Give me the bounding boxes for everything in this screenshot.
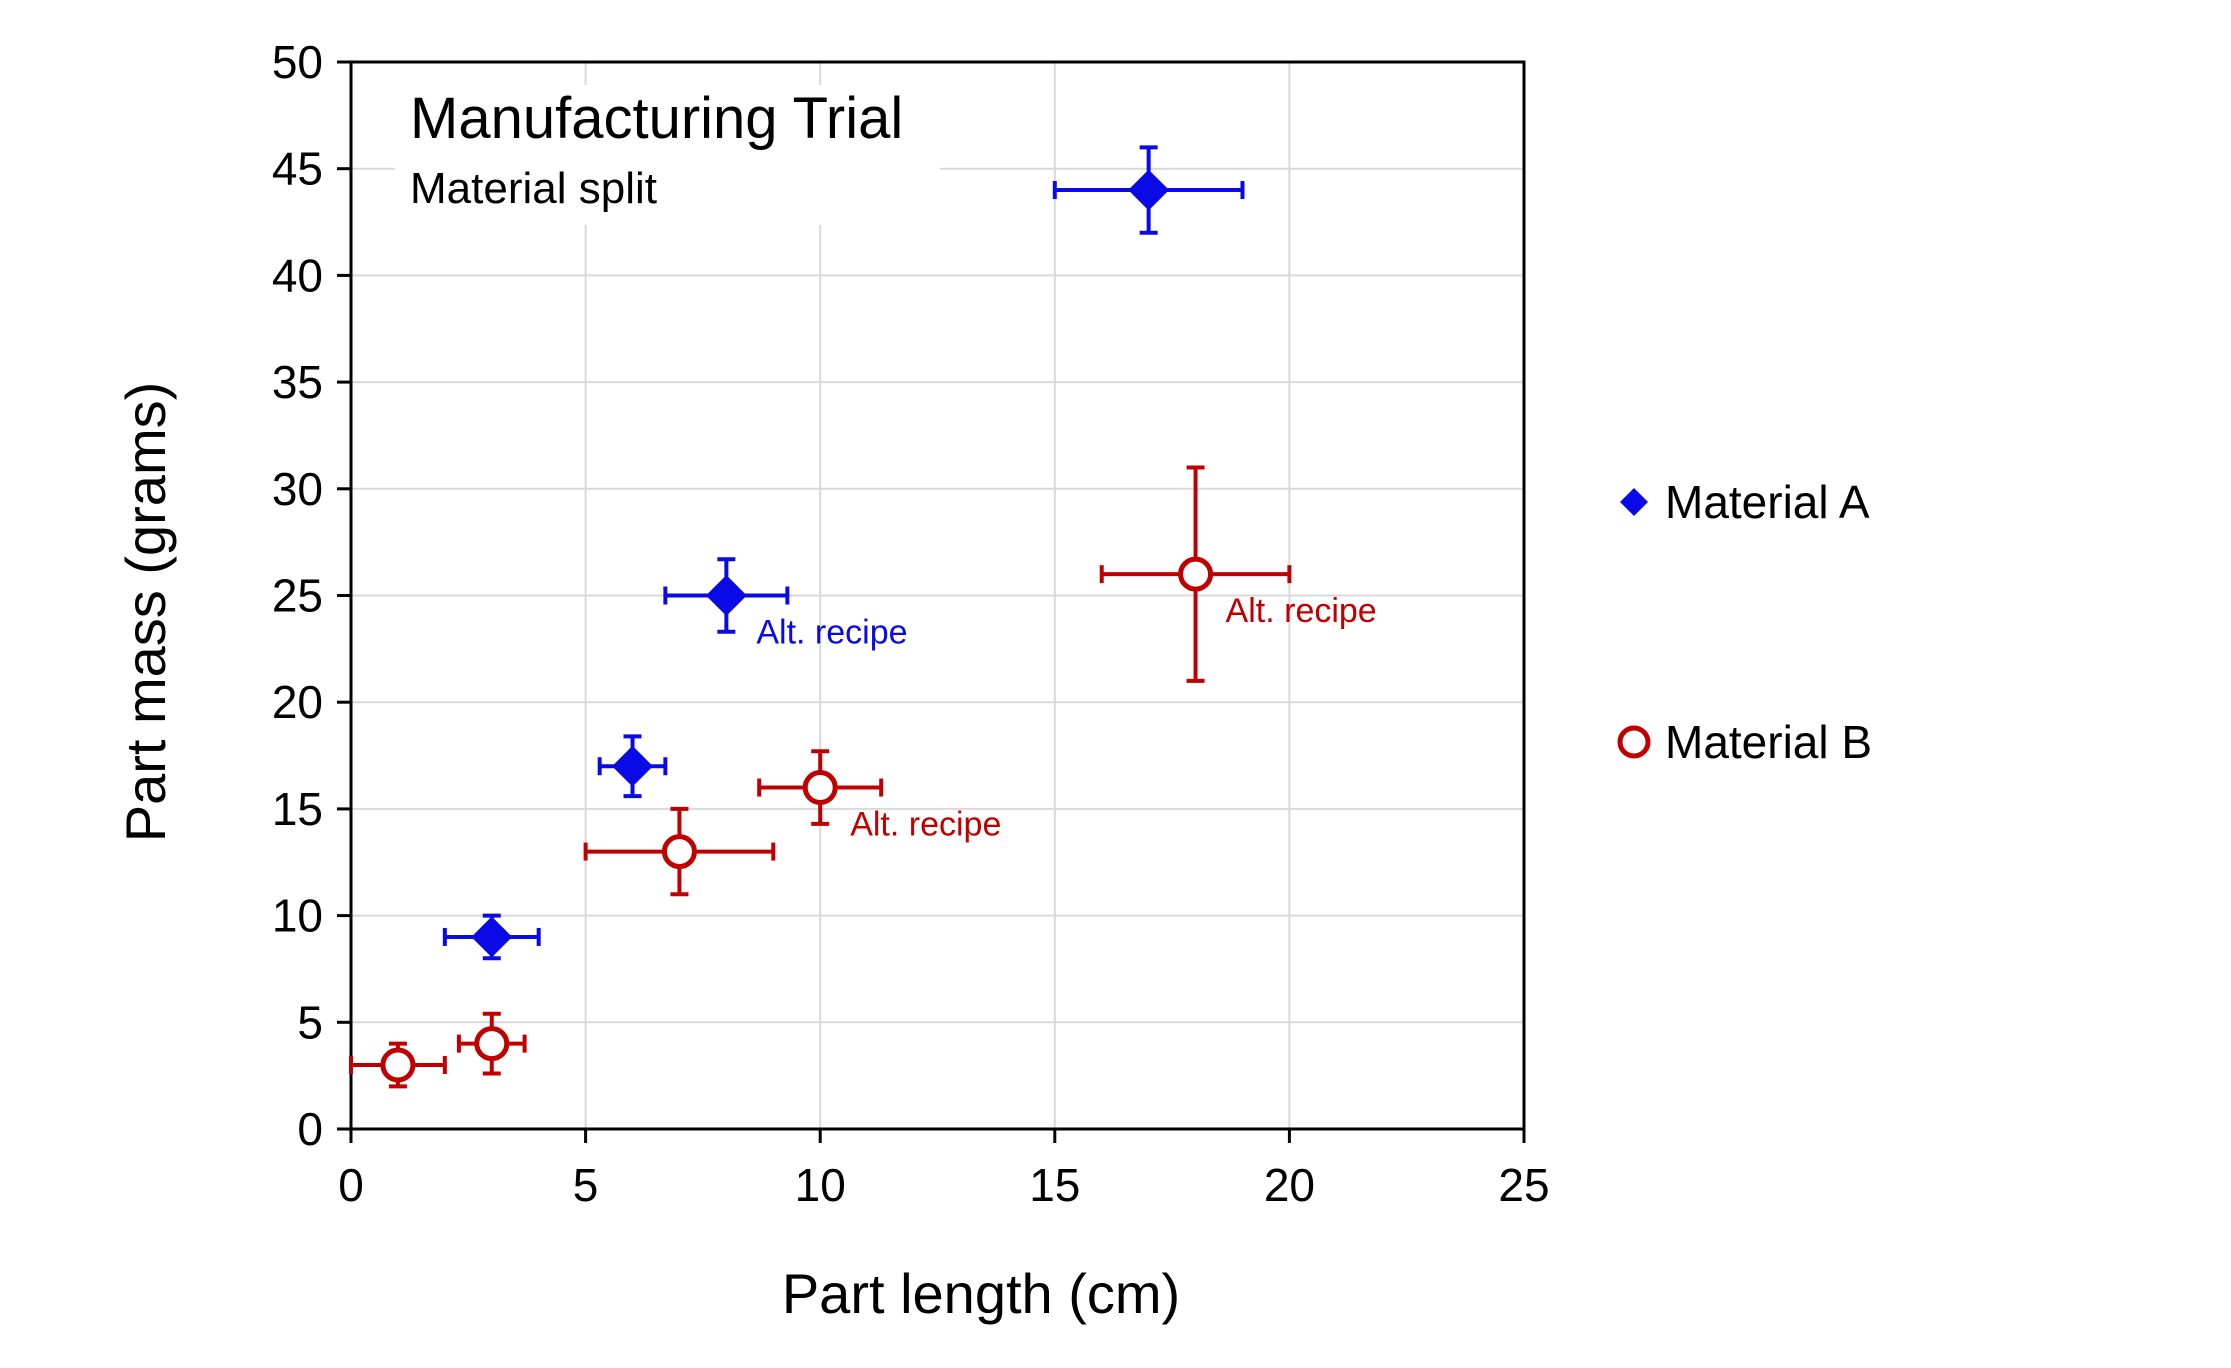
point-annotation: Alt. recipe — [756, 614, 907, 652]
data-point-diamond — [471, 916, 513, 958]
data-point-circle — [802, 770, 838, 806]
legend: Material A Material B — [1617, 476, 1872, 768]
data-point-circle — [380, 1047, 416, 1083]
x-axis-label: Part length (cm) — [782, 1262, 1180, 1325]
y-tick-label: 20 — [272, 676, 323, 728]
data-point-circle — [661, 834, 697, 870]
axes — [337, 60, 1526, 1143]
y-tick-label: 35 — [272, 356, 323, 408]
y-axis-label: Part mass (grams) — [114, 382, 177, 843]
y-tick-label: 45 — [272, 143, 323, 195]
data-point-diamond — [612, 745, 653, 787]
data-point-circle — [1178, 556, 1214, 592]
y-tick-label: 5 — [297, 996, 323, 1048]
title-background — [395, 85, 940, 225]
tick-labels: 0 5 10 15 20 25 0 5 10 15 20 25 30 35 40 45 50 — [272, 36, 1550, 1211]
y-tick-label: 50 — [272, 36, 323, 88]
y-tick-label: 15 — [272, 783, 323, 835]
legend-item: Material B — [1617, 716, 1872, 768]
chart-title: Manufacturing Trial — [410, 86, 903, 151]
y-tick-label: 30 — [272, 463, 323, 515]
data-point-diamond — [1128, 169, 1170, 211]
series-material-b: Alt. recipe Alt. recipe — [349, 465, 1377, 1089]
point-annotation: Alt. recipe — [1226, 592, 1377, 630]
x-tick-label: 0 — [338, 1159, 364, 1211]
legend-circle-marker — [1617, 725, 1651, 759]
legend-label: Material A — [1665, 476, 1870, 528]
legend-diamond-marker — [1620, 488, 1648, 516]
legend-item: Material A — [1620, 476, 1870, 528]
x-tick-label: 20 — [1264, 1159, 1315, 1211]
x-tick-label: 25 — [1498, 1159, 1549, 1211]
series-material-a: Alt. recipe — [442, 145, 1245, 961]
chart-subtitle: Material split — [410, 164, 657, 213]
y-tick-label: 40 — [272, 249, 323, 301]
x-tick-label: 10 — [795, 1159, 846, 1211]
x-tick-label: 15 — [1029, 1159, 1080, 1211]
x-tick-label: 5 — [573, 1159, 599, 1211]
plot-area: Alt. recipe Alt. recipe Alt. recipe — [349, 145, 1377, 1089]
legend-label: Material B — [1665, 716, 1872, 768]
y-tick-label: 0 — [297, 1103, 323, 1155]
data-point-circle — [474, 1026, 510, 1062]
data-point-diamond — [705, 575, 747, 616]
y-tick-label: 10 — [272, 890, 323, 942]
y-tick-label: 25 — [272, 570, 323, 622]
point-annotation: Alt. recipe — [850, 806, 1001, 844]
title-box: Manufacturing Trial Material split — [395, 85, 940, 225]
error-bars — [456, 1011, 527, 1076]
